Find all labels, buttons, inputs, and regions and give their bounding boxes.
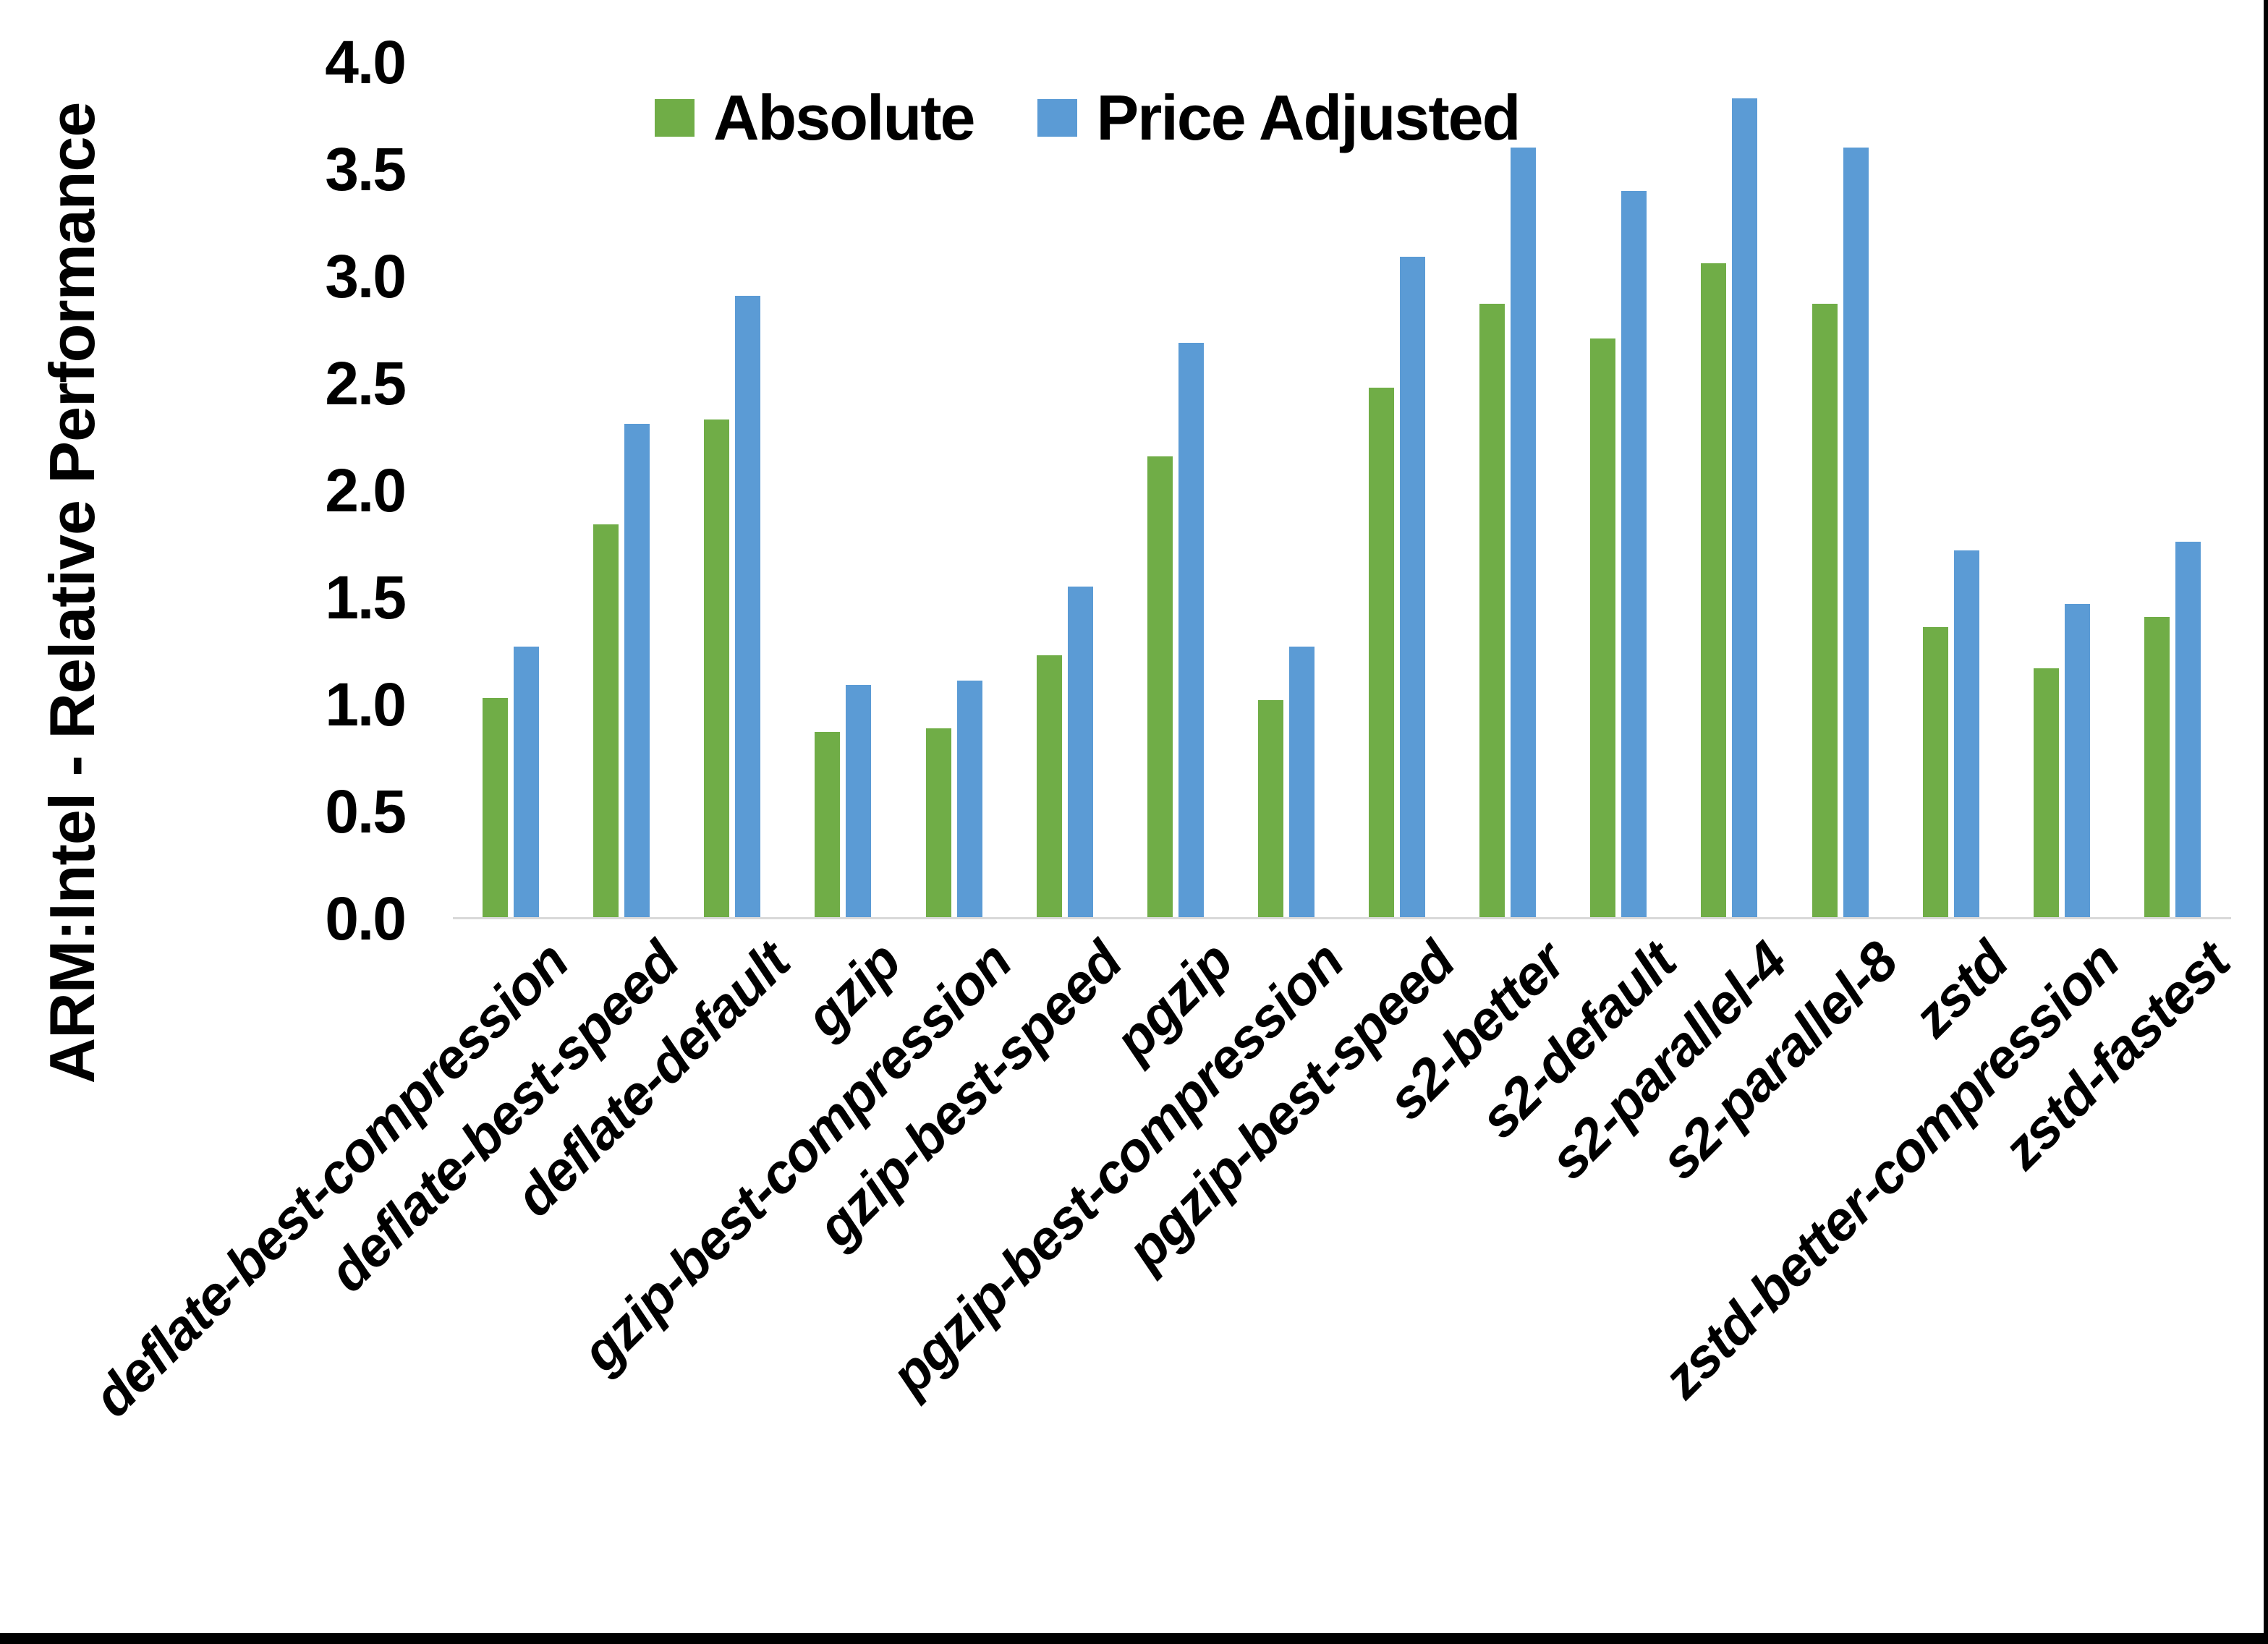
legend-swatch-price-adjusted-icon: [1037, 99, 1078, 137]
legend-item-price-adjusted: Price Adjusted: [1037, 82, 1521, 153]
bar-absolute-s2-better: [1479, 304, 1505, 919]
bar-price-adjusted-gzip: [846, 685, 872, 919]
x-axis-line: [453, 917, 2231, 919]
bar-absolute-gzip-best-speed: [1036, 655, 1062, 919]
y-tick-label-0.0: 0.0: [325, 885, 407, 953]
x-category-label-deflate-best-compression: deflate-best-compression: [81, 930, 580, 1429]
bar-price-adjusted-zstd: [1953, 550, 1979, 919]
bar-price-adjusted-zstd-fastest: [2175, 542, 2201, 919]
bar-absolute-zstd-fastest: [2144, 616, 2170, 919]
y-tick-label-1.5: 1.5: [325, 563, 407, 631]
bar-price-adjusted-zstd-better-compression: [2064, 603, 2090, 919]
bar-price-adjusted-deflate-best-compression: [514, 647, 539, 919]
y-tick-label-3.5: 3.5: [325, 135, 407, 203]
frame-right-edge: [2264, 0, 2268, 1644]
bar-absolute-deflate-best-speed: [593, 524, 619, 919]
bar-price-adjusted-s2-better: [1511, 148, 1537, 919]
y-tick-label-0.5: 0.5: [325, 778, 407, 846]
legend: Absolute Price Adjusted: [655, 78, 1521, 158]
bar-price-adjusted-gzip-best-compression: [956, 681, 982, 919]
bar-price-adjusted-pgzip: [1178, 342, 1204, 919]
legend-label-absolute: Absolute: [713, 82, 975, 153]
frame-bottom-edge: [0, 1633, 2268, 1644]
bar-absolute-deflate-default: [704, 419, 730, 919]
bar-absolute-gzip: [815, 732, 841, 919]
bar-price-adjusted-pgzip-best-compression: [1288, 647, 1314, 919]
y-tick-label-2.0: 2.0: [325, 456, 407, 524]
bar-price-adjusted-s2-default: [1621, 190, 1647, 919]
bar-price-adjusted-gzip-best-speed: [1067, 587, 1093, 919]
y-axis-title: ARM:Intel - Relative Performance: [36, 102, 108, 1084]
bar-absolute-deflate-best-compression: [483, 698, 508, 919]
bar-absolute-s2-parallel-8: [1812, 304, 1838, 919]
bar-price-adjusted-s2-parallel-8: [1843, 148, 1869, 919]
bar-price-adjusted-deflate-default: [735, 295, 761, 919]
bar-absolute-zstd-better-compression: [2033, 668, 2059, 919]
legend-item-absolute: Absolute: [655, 82, 975, 153]
legend-swatch-absolute-icon: [655, 99, 695, 137]
bar-price-adjusted-s2-parallel-4: [1732, 98, 1758, 919]
bar-absolute-s2-default: [1590, 338, 1616, 919]
bar-absolute-s2-parallel-4: [1701, 263, 1727, 919]
bar-absolute-pgzip-best-speed: [1369, 387, 1394, 919]
y-tick-label-4.0: 4.0: [325, 28, 407, 96]
bar-price-adjusted-deflate-best-speed: [624, 424, 650, 919]
legend-label-price-adjusted: Price Adjusted: [1096, 82, 1521, 153]
y-tick-label-2.5: 2.5: [325, 349, 407, 417]
y-tick-label-1.0: 1.0: [325, 670, 407, 738]
bar-absolute-pgzip-best-compression: [1257, 700, 1283, 919]
bar-absolute-pgzip: [1147, 456, 1173, 919]
bar-absolute-gzip-best-compression: [925, 728, 951, 919]
bar-price-adjusted-pgzip-best-speed: [1400, 257, 1425, 919]
bar-absolute-zstd: [1922, 627, 1948, 919]
y-tick-label-3.0: 3.0: [325, 242, 407, 310]
